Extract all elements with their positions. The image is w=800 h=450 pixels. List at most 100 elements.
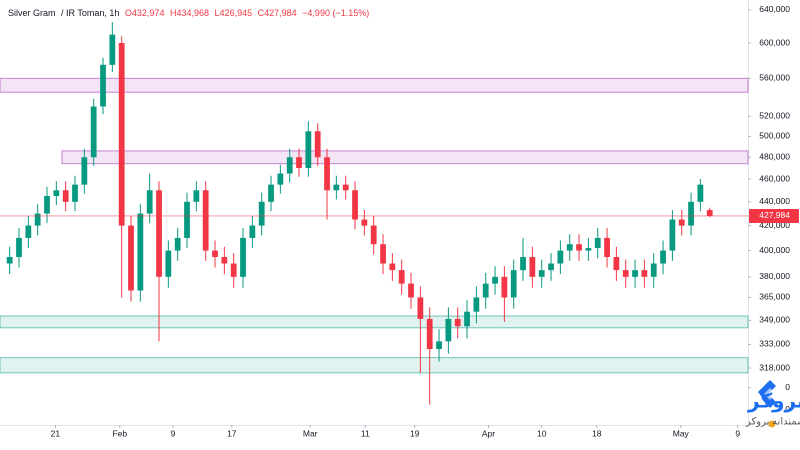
y-tick-label: 380,000 xyxy=(759,271,790,281)
candles xyxy=(0,22,748,405)
x-tick-label: 10 xyxy=(537,428,547,438)
candle-body xyxy=(538,270,545,277)
x-tick-label: 19 xyxy=(410,428,420,438)
candle-body xyxy=(62,190,69,202)
y-tick-label: 333,000 xyxy=(759,339,790,349)
candle-body xyxy=(585,248,592,251)
candle-body xyxy=(240,237,246,277)
x-tick-label: Mar xyxy=(303,428,318,438)
x-tick-label: Feb xyxy=(112,428,127,438)
candle-body xyxy=(697,184,704,202)
candle-body xyxy=(128,225,134,291)
y-tick-label: 400,000 xyxy=(759,245,790,255)
candle-body xyxy=(25,225,32,238)
candle-body xyxy=(576,244,582,251)
candle-body xyxy=(389,263,396,271)
logo-dot xyxy=(768,420,776,428)
candle-body xyxy=(258,201,265,226)
candle-body xyxy=(165,250,172,277)
candle-body xyxy=(286,157,293,174)
candle-body xyxy=(352,190,358,220)
zones xyxy=(0,77,749,374)
candle-body xyxy=(492,276,498,284)
candle-body xyxy=(566,244,573,251)
candle-body xyxy=(333,184,340,191)
candle-body xyxy=(501,276,508,298)
candle-body xyxy=(632,270,638,277)
zone xyxy=(0,315,749,329)
axes: 640,000 600,000 560,000 520,000 500,000 480,0… xyxy=(51,4,799,438)
x-tick-label: May xyxy=(673,428,690,438)
candle-body xyxy=(202,190,209,251)
candle-body xyxy=(473,297,480,312)
change-label: −4,990 (−1.15%) xyxy=(302,8,369,18)
x-tick-label: 9 xyxy=(735,428,740,438)
y-tick-label: 480,000 xyxy=(759,151,790,161)
candle-body xyxy=(548,263,554,271)
candle-body xyxy=(650,263,657,277)
candle-body xyxy=(6,257,13,264)
candle-body xyxy=(641,270,648,277)
candle-body xyxy=(212,250,218,258)
candle-body xyxy=(604,237,610,258)
candle-body xyxy=(408,283,414,298)
zone xyxy=(61,150,749,165)
candle-body xyxy=(398,270,405,284)
candle-body xyxy=(482,283,489,298)
candle-body xyxy=(342,184,349,191)
candle-body xyxy=(16,237,22,258)
candle-body xyxy=(622,270,629,277)
x-tick-label: 9 xyxy=(171,428,176,438)
candle-body xyxy=(137,213,144,291)
quote: / IR Toman, 1h xyxy=(61,8,119,18)
candle-body xyxy=(53,190,60,197)
open-label: O432,974 xyxy=(125,8,165,18)
candle-body xyxy=(184,201,190,238)
candle-body xyxy=(44,196,50,214)
candle-body xyxy=(296,157,302,169)
y-tick-label: 0 xyxy=(785,382,790,392)
y-tick-label: 640,000 xyxy=(759,4,790,14)
legend-header: Silver Gram / IR Toman, 1h O432,974 H434… xyxy=(8,8,369,18)
candle-body xyxy=(100,64,106,107)
logo-mark-inner xyxy=(764,388,776,400)
candle-body xyxy=(34,213,41,226)
y-tick-label: 600,000 xyxy=(759,37,790,47)
candle-body xyxy=(464,311,470,327)
y-tick-label: 0 xyxy=(785,404,790,414)
watermark-brand: کدام بروکر xyxy=(747,390,800,412)
candle-body xyxy=(510,270,517,298)
close-label: C427,984 xyxy=(258,8,297,18)
candle-body xyxy=(72,184,78,202)
candle-body xyxy=(660,250,666,264)
last-price-box xyxy=(749,208,799,223)
candle-body xyxy=(230,263,237,277)
candle-body xyxy=(445,318,452,342)
y-tick-label: 365,000 xyxy=(759,292,790,302)
symbol: Silver Gram xyxy=(8,8,56,18)
watermark: کدام بروکر انتخاب هوشمندانه بروکر xyxy=(745,380,800,428)
candle-body xyxy=(305,131,312,169)
x-tick-label: 17 xyxy=(227,428,237,438)
candle-body xyxy=(370,225,377,245)
candle-body xyxy=(118,43,125,226)
y-tick-label: 500,000 xyxy=(759,131,790,141)
y-tick-label: 420,000 xyxy=(759,220,790,230)
candle-body xyxy=(594,237,601,249)
candle-body xyxy=(174,237,181,251)
candle-body xyxy=(193,190,200,202)
candle-body xyxy=(454,318,461,327)
candle-body xyxy=(314,131,321,158)
y-tick-label: 318,000 xyxy=(759,362,790,372)
candle-body xyxy=(380,244,386,264)
watermark-tagline: انتخاب هوشمندانه بروکر xyxy=(745,417,800,428)
zone xyxy=(0,357,749,374)
candle-body xyxy=(156,190,162,277)
y-tick-label: 520,000 xyxy=(759,111,790,121)
y-tick-label: 349,000 xyxy=(759,315,790,325)
y-tick-label: 460,000 xyxy=(759,173,790,183)
candle-body xyxy=(277,173,284,185)
